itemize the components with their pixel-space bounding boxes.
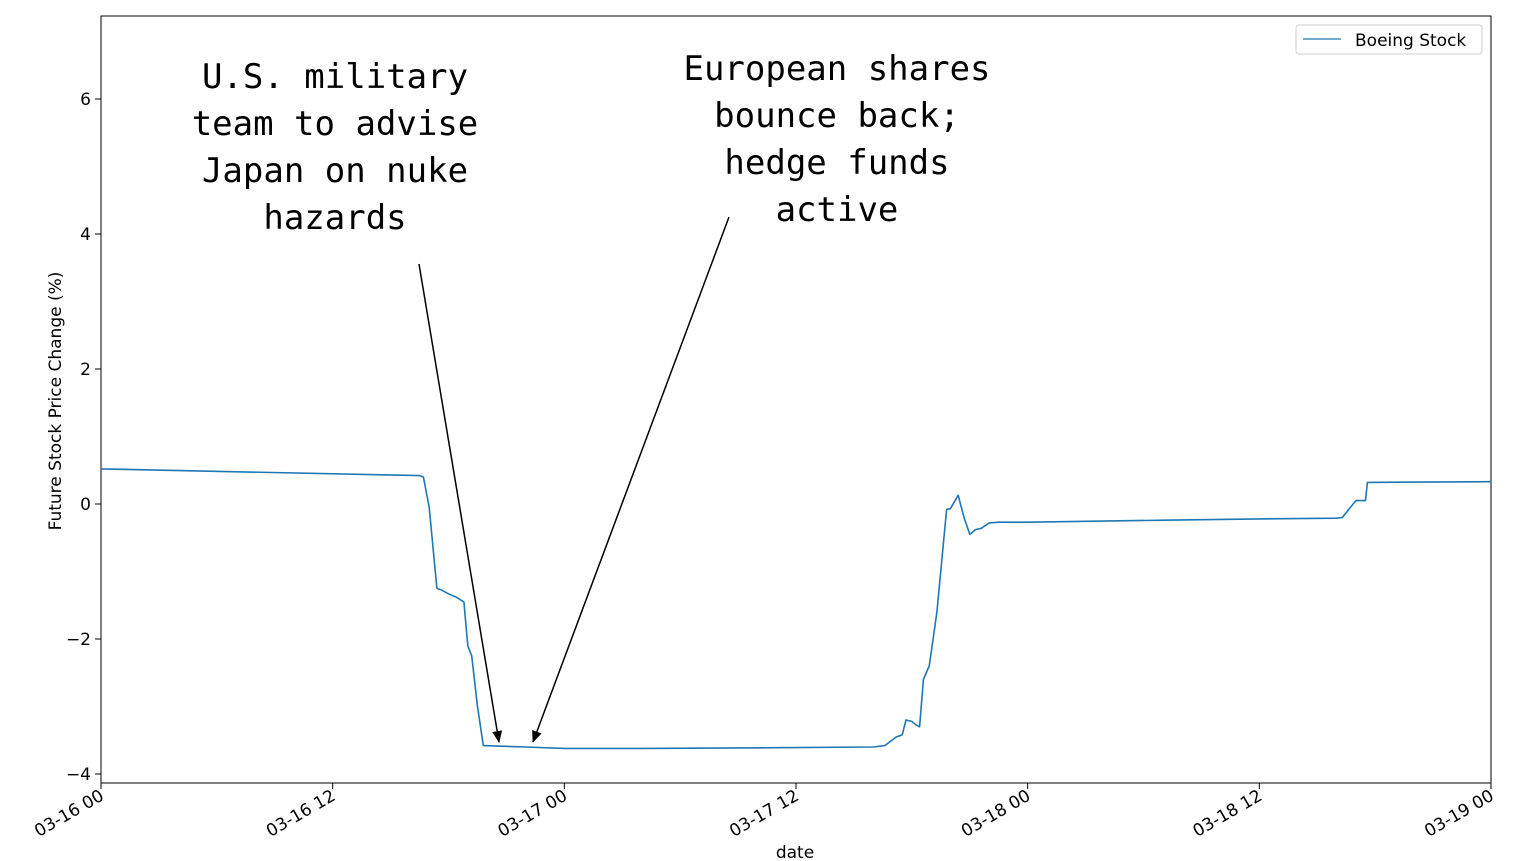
y-tick-label: 6 (80, 90, 91, 110)
x-tick-label: 03-16 12 (263, 786, 339, 842)
y-axis-label: Future Stock Price Change (%) (46, 272, 66, 531)
annotation-text-line: team to advise (192, 104, 479, 144)
y-tick-label: −4 (66, 765, 91, 785)
y-tick-label: −2 (66, 630, 91, 650)
annotation-text-line: U.S. military (202, 57, 468, 97)
annotation-text-line: hazards (263, 198, 406, 238)
annotation-text-line: hedge funds (724, 143, 949, 183)
legend-box (1295, 24, 1483, 55)
y-tick-label: 2 (80, 360, 91, 380)
annotation-text-line: active (776, 190, 899, 230)
x-axis: 03-16 00 03-16 12 03-17 00 03-17 12 03-18 00… (31, 783, 1498, 842)
annotation-arrow (418, 263, 503, 743)
legend-label-boeing-stock: Boeing Stock (1355, 31, 1466, 51)
y-axis: −4 −2 0 2 4 6 (66, 90, 101, 785)
x-tick-label: 03-19 00 (1421, 786, 1497, 842)
x-tick-label: 03-16 00 (31, 786, 107, 842)
annotation-text-line: European shares (683, 49, 990, 89)
annotation-arrow (532, 216, 730, 743)
x-tick-label: 03-17 00 (495, 786, 571, 842)
x-tick-label: 03-17 12 (726, 786, 802, 842)
series-layer (100, 468, 1492, 750)
series-line-boeing-stock (100, 468, 1492, 750)
y-tick-label: 4 (80, 225, 91, 245)
plot-area (100, 15, 1492, 784)
x-axis-label: date (776, 843, 814, 861)
annotation-text-line: bounce back; (714, 96, 960, 136)
x-tick-label: 03-18 12 (1190, 786, 1266, 842)
x-tick-label: 03-18 00 (958, 786, 1034, 842)
annotation-layer: U.S. military team to advise Japan on nuke… (192, 49, 991, 743)
annotation-text-line: Japan on nuke (202, 151, 468, 191)
legend: Boeing Stock (1295, 24, 1483, 55)
y-tick-label: 0 (80, 495, 91, 515)
